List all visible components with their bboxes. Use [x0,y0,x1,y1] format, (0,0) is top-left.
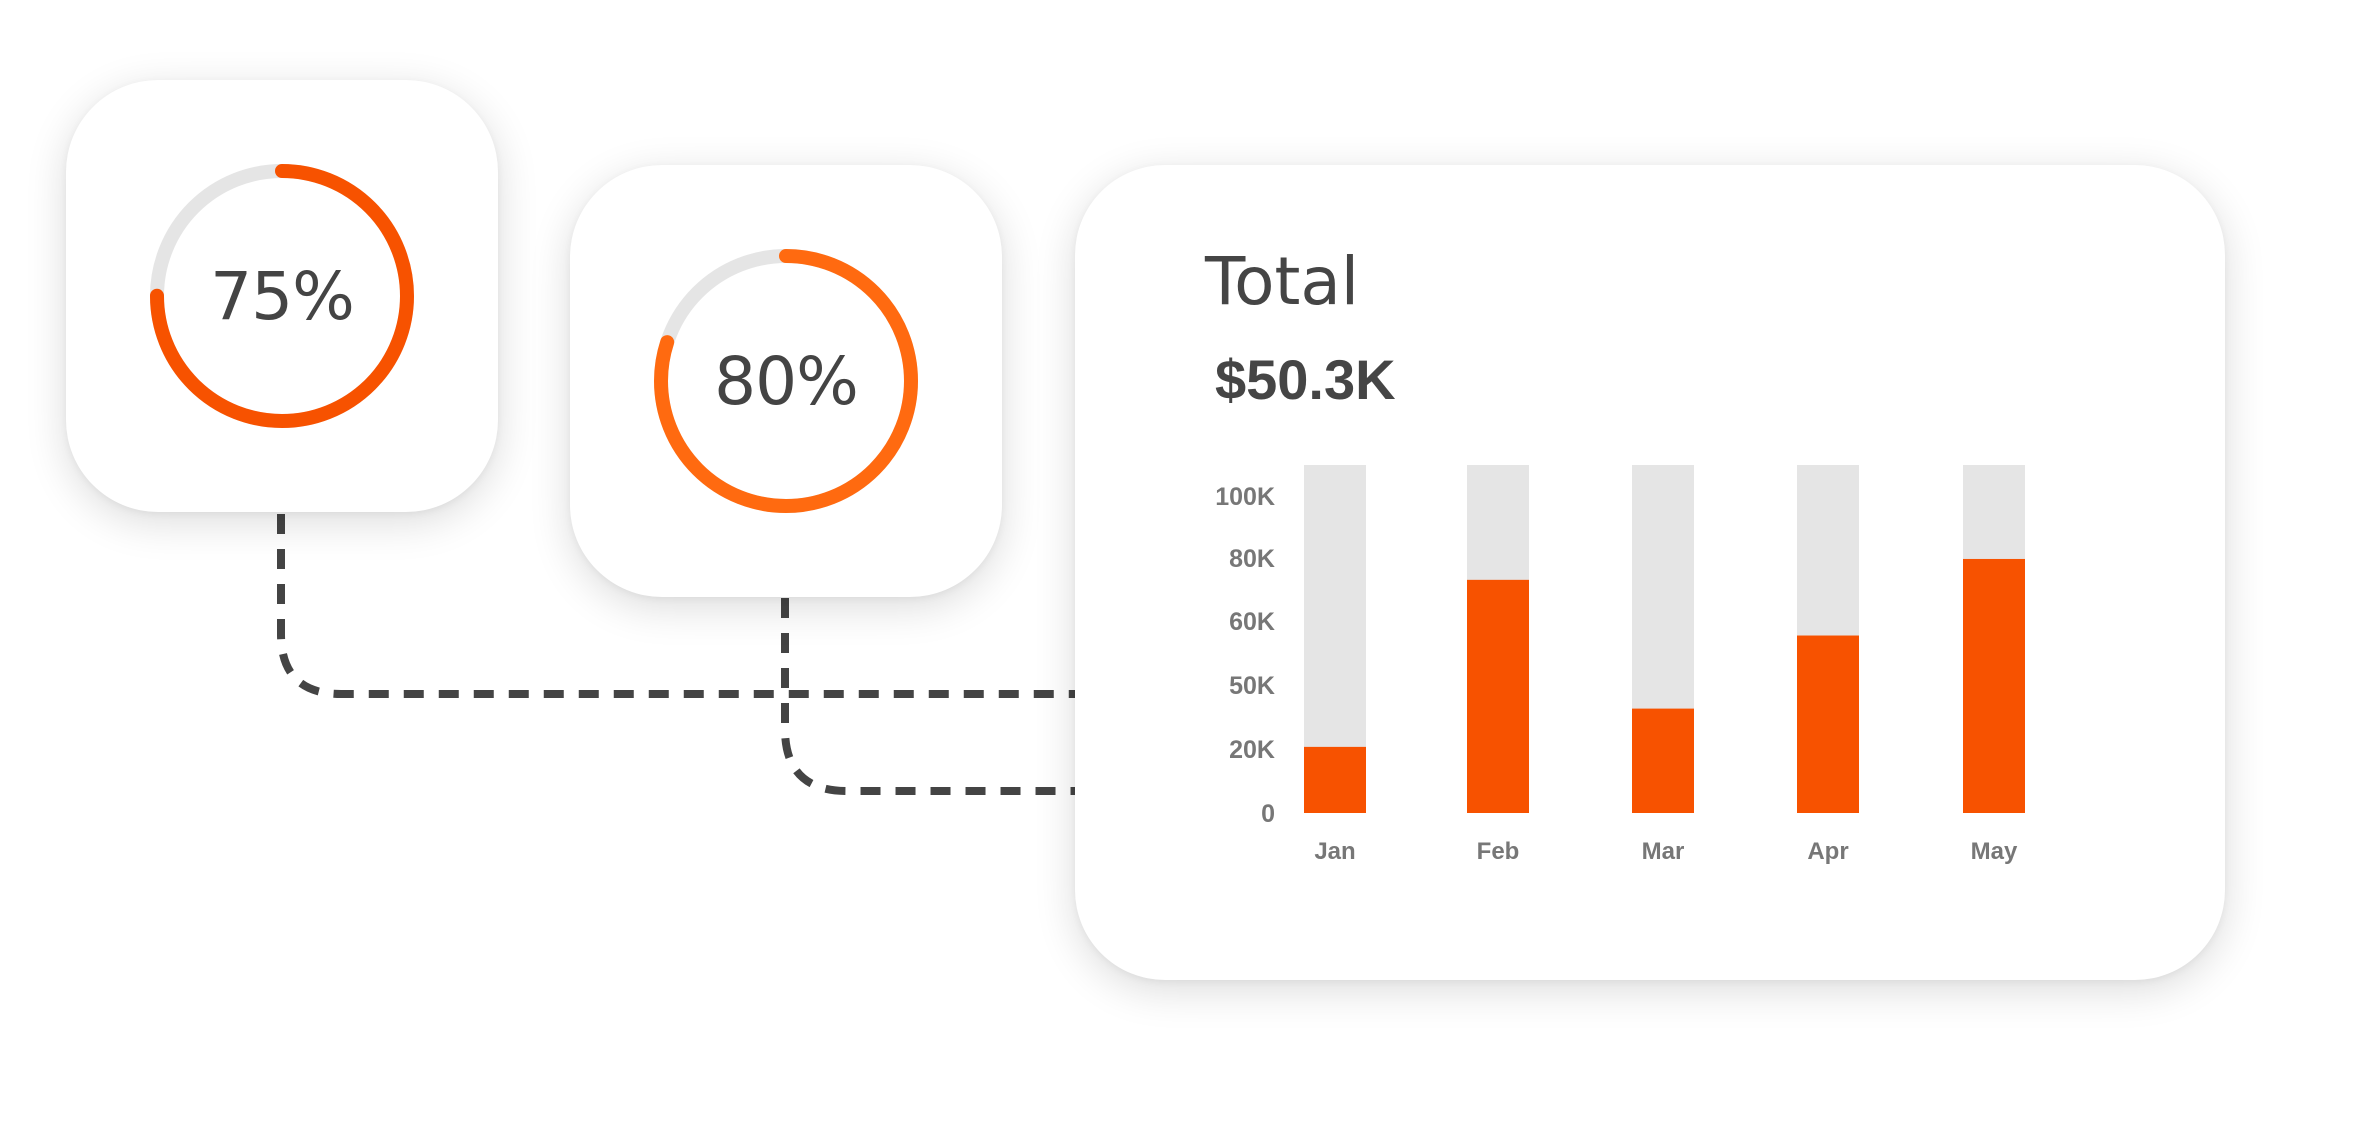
connector-line-1 [277,514,1075,698]
y-tick-label: 60K [1229,608,1275,636]
x-category-label: Feb [1477,838,1520,865]
y-tick-label: 50K [1229,672,1275,700]
bar-mar [1632,708,1694,813]
chart-title: Total [1205,243,1360,320]
x-category-label: Apr [1807,838,1848,865]
progress-ring-2 [654,249,918,513]
x-category-label: Jan [1314,838,1355,865]
progress-card-2: 80% [570,165,1002,597]
progress-card-1: 75% [66,80,498,512]
connector-line-2 [781,598,1075,795]
progress-percent-label: 75% [210,257,355,335]
x-category-label: May [1971,838,2018,865]
y-tick-label: 100K [1215,483,1275,511]
total-chart-card: 0 20K 50K 60K 80K 100K Jan Feb Mar Apr May Total $… [1075,165,2225,980]
progress-ring-fill [150,164,414,428]
bar-apr [1797,635,1859,813]
y-tick-label: 80K [1229,545,1275,573]
progress-percent-label: 80% [714,342,859,420]
total-value: $50.3K [1215,348,1396,411]
bar-may [1963,558,2025,813]
y-tick-label: 0 [1261,800,1275,828]
progress-ring-fill [654,249,918,513]
bar-feb [1467,579,1529,813]
y-tick-label: 20K [1229,736,1275,764]
progress-ring-1 [150,164,414,428]
x-category-label: Mar [1642,838,1685,865]
bar-jan [1304,746,1366,813]
monthly-bar-chart: 0 20K 50K 60K 80K 100K Jan Feb Mar Apr May [1215,465,2025,865]
